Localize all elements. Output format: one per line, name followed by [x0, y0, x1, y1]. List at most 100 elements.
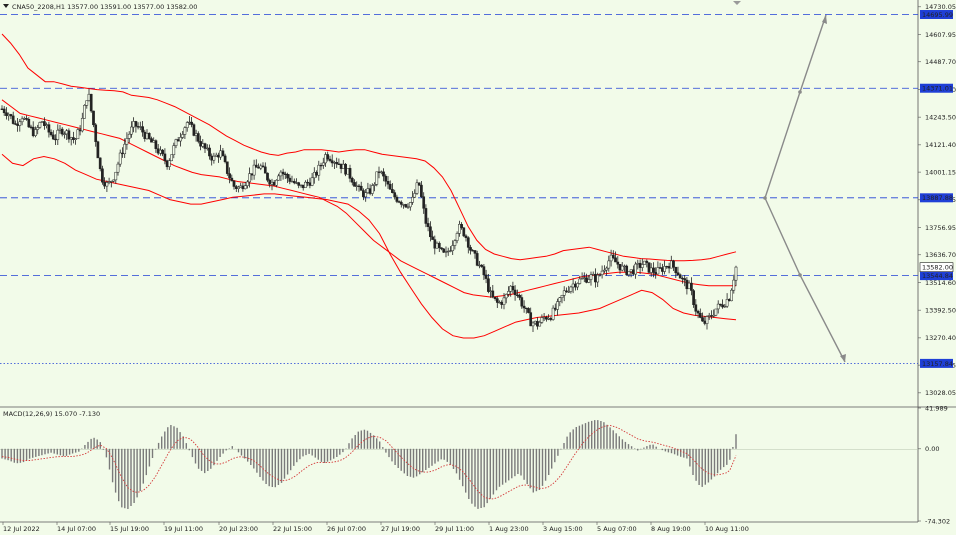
candle-body	[248, 173, 251, 183]
price-tick-label: 13514.60	[925, 279, 956, 287]
candle-body	[250, 173, 254, 176]
macd-header: MACD(12,26,9) 15.070 -7.130	[3, 410, 100, 418]
candles	[0, 88, 738, 332]
candle-body	[18, 121, 22, 126]
symbol-menu-triangle-icon[interactable]	[3, 4, 9, 8]
candle-body	[266, 172, 269, 181]
macd-tick-label: -74.302	[925, 517, 950, 525]
time-axis-ticks: 12 Jul 2022 14 Jul 07:00 15 Jul 19:00 19 Ju…	[2, 522, 749, 533]
symbol-header: CNA50_2208,H1 13577.00 13591.00 13577.00…	[12, 3, 197, 11]
candle-body	[304, 181, 307, 188]
time-tick-label: 1 Aug 23:00	[489, 525, 529, 533]
candle-body	[134, 121, 138, 127]
candle-body	[600, 270, 604, 275]
candle-body	[38, 122, 42, 128]
macd-signal-line	[1, 425, 737, 500]
candle-body	[181, 134, 185, 138]
candle-body	[522, 305, 526, 309]
price-level-labels: 14695.99 14371.01 13887.88 13544.84 13157.84…	[919, 10, 954, 368]
candle-body	[170, 154, 173, 162]
price-tick-label: 14121.40	[925, 141, 956, 149]
projection-lines[interactable]	[763, 14, 846, 363]
candle-body	[281, 171, 285, 175]
candle-body	[667, 266, 671, 269]
candle-body	[125, 138, 129, 145]
candle-body	[9, 114, 13, 117]
candle-body	[567, 291, 571, 293]
candle-body	[462, 227, 466, 237]
candle-body	[716, 303, 720, 310]
price-level-tag	[920, 193, 953, 203]
candle-body	[611, 254, 615, 259]
candle-body	[114, 171, 118, 181]
candle-body	[656, 267, 660, 275]
candle-body	[94, 124, 98, 142]
candle-body	[732, 279, 736, 291]
candle-body	[290, 180, 294, 183]
candle-body	[411, 196, 414, 203]
candle-body	[98, 157, 102, 170]
candle-body	[399, 201, 403, 205]
candle-body	[558, 297, 562, 302]
candle-body	[355, 185, 359, 187]
candle-body	[286, 174, 289, 179]
candle-body	[306, 181, 309, 184]
candle-body	[553, 307, 557, 310]
candle-body	[295, 182, 298, 184]
candle-body	[257, 167, 260, 169]
candle-body	[366, 188, 370, 193]
candle-body	[574, 283, 577, 288]
candle-body	[130, 126, 133, 135]
candle-body	[614, 257, 617, 263]
candle-body	[705, 316, 709, 324]
candle-body	[350, 178, 354, 183]
projection-point[interactable]	[798, 90, 802, 94]
candle-body	[627, 271, 631, 276]
candle-body	[516, 294, 519, 296]
candle-body	[301, 184, 305, 189]
candle-body	[292, 180, 296, 184]
candle-body	[547, 318, 550, 320]
candle-body	[165, 160, 169, 168]
candle-body	[205, 147, 209, 150]
candle-body	[167, 160, 171, 167]
candle-body	[453, 240, 457, 246]
candle-body	[603, 269, 606, 272]
candle-body	[56, 129, 60, 140]
candle-body	[101, 168, 104, 183]
candle-body	[219, 150, 222, 158]
candle-body	[529, 312, 533, 327]
price-level-tag	[920, 10, 953, 20]
candle-body	[493, 296, 497, 299]
candle-body	[199, 141, 202, 147]
candle-body	[156, 148, 160, 154]
projection-point[interactable]	[798, 273, 802, 277]
macd-signal	[1, 425, 737, 500]
candle-body	[0, 108, 4, 110]
time-tick-label: 10 Aug 11:00	[705, 525, 749, 533]
candle-body	[429, 226, 432, 238]
candle-body	[116, 163, 120, 173]
candle-body	[458, 224, 461, 234]
macd-tick-label: 0.00	[925, 445, 939, 453]
candle-body	[487, 278, 490, 292]
candle-body	[504, 294, 508, 299]
time-tick-label: 19 Jul 11:00	[164, 525, 203, 533]
candle-body	[5, 112, 8, 116]
time-tick-label: 8 Aug 19:00	[651, 525, 691, 533]
candle-body	[502, 297, 506, 305]
projection-point[interactable]	[763, 196, 767, 200]
chart-shift-marker-icon[interactable]	[733, 1, 741, 5]
candle-body	[63, 133, 66, 135]
candle-body	[261, 165, 265, 168]
candle-body	[618, 264, 622, 271]
candle-body	[629, 269, 633, 272]
candle-body	[382, 171, 385, 177]
candle-body	[698, 312, 702, 318]
candle-body	[58, 128, 62, 131]
candle-body	[14, 123, 17, 125]
current-price-tag	[919, 262, 954, 272]
candle-body	[696, 310, 700, 314]
